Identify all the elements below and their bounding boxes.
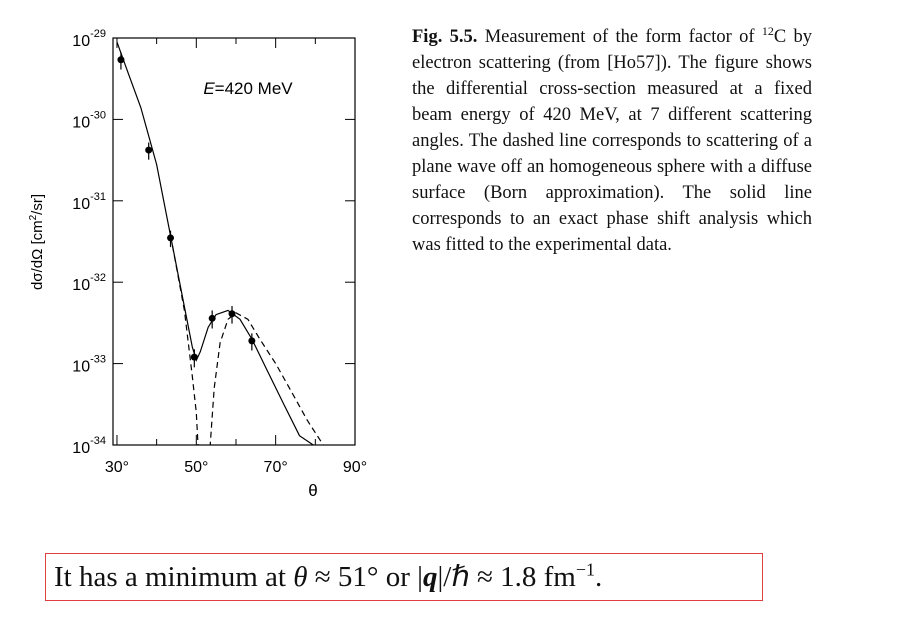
- y-tick-exponent: -32: [90, 272, 106, 284]
- y-tick-label: 10-34: [72, 435, 106, 457]
- y-tick-base: 10: [72, 33, 90, 50]
- y-tick-base: 10: [72, 277, 90, 294]
- text: .: [594, 561, 603, 593]
- y-axis-label-sup: 2: [28, 214, 39, 220]
- y-tick-exponent: -31: [90, 191, 106, 203]
- y-axis-label-part: dσ/dΩ [cm: [29, 220, 46, 290]
- y-tick-base: 10: [72, 440, 90, 457]
- text: ≈ 51° or |: [314, 561, 423, 593]
- text: It has a minimum at: [54, 561, 286, 593]
- x-tick-label: 90°: [343, 459, 367, 476]
- y-tick-exponent: -29: [90, 28, 106, 40]
- highlighted-sentence: It has a minimum at θ ≈ 51° or |q|/ℏ ≈ 1…: [45, 553, 763, 601]
- y-tick-base: 10: [72, 114, 90, 131]
- x-tick-label: 50°: [184, 459, 208, 476]
- x-axis-label: θ: [308, 481, 317, 500]
- y-axis-label-part: /sr]: [29, 194, 46, 215]
- text: |/ℏ ≈ 1.8 fm: [437, 561, 576, 593]
- series-group: [116, 41, 324, 445]
- plot-frame: [112, 37, 356, 446]
- solid-curve: [116, 41, 314, 445]
- y-tick-label: 10-33: [72, 354, 106, 376]
- y-tick-label: 10-29: [72, 28, 106, 50]
- x-tick-label: 70°: [264, 459, 288, 476]
- math-bold: q: [422, 561, 438, 593]
- y-tick-label: 10-31: [72, 191, 106, 213]
- y-axis-label: dσ/dΩ [cm2/sr]: [28, 194, 46, 290]
- x-tick-label: 30°: [105, 459, 129, 476]
- data-point: [208, 314, 216, 322]
- caption-sup: 12: [761, 23, 774, 38]
- figure-caption: Fig. 5.5. Measurement of the form factor…: [412, 24, 812, 258]
- y-tick-label: 10-30: [72, 109, 106, 131]
- math: θ: [293, 561, 308, 593]
- math-sup: −1: [575, 559, 595, 580]
- dashed-curve: [171, 245, 324, 445]
- annotation: E=420 MeV: [203, 79, 293, 98]
- y-tick-exponent: -34: [90, 435, 106, 447]
- y-tick-label: 10-32: [72, 272, 106, 294]
- y-tick-exponent: -33: [90, 354, 106, 366]
- y-tick-exponent: -30: [90, 109, 106, 121]
- y-tick-base: 10: [72, 359, 90, 376]
- caption-label: Fig. 5.5.: [412, 27, 478, 47]
- caption-text: Measurement of the form factor of: [484, 27, 755, 47]
- data-point: [145, 146, 153, 154]
- annotation-text: =420 MeV: [215, 79, 294, 98]
- y-tick-base: 10: [72, 196, 90, 213]
- caption-text: C by electron scattering (from [Ho57]). …: [412, 27, 813, 255]
- annotation-var: E: [203, 79, 215, 98]
- plot-area: [116, 41, 324, 445]
